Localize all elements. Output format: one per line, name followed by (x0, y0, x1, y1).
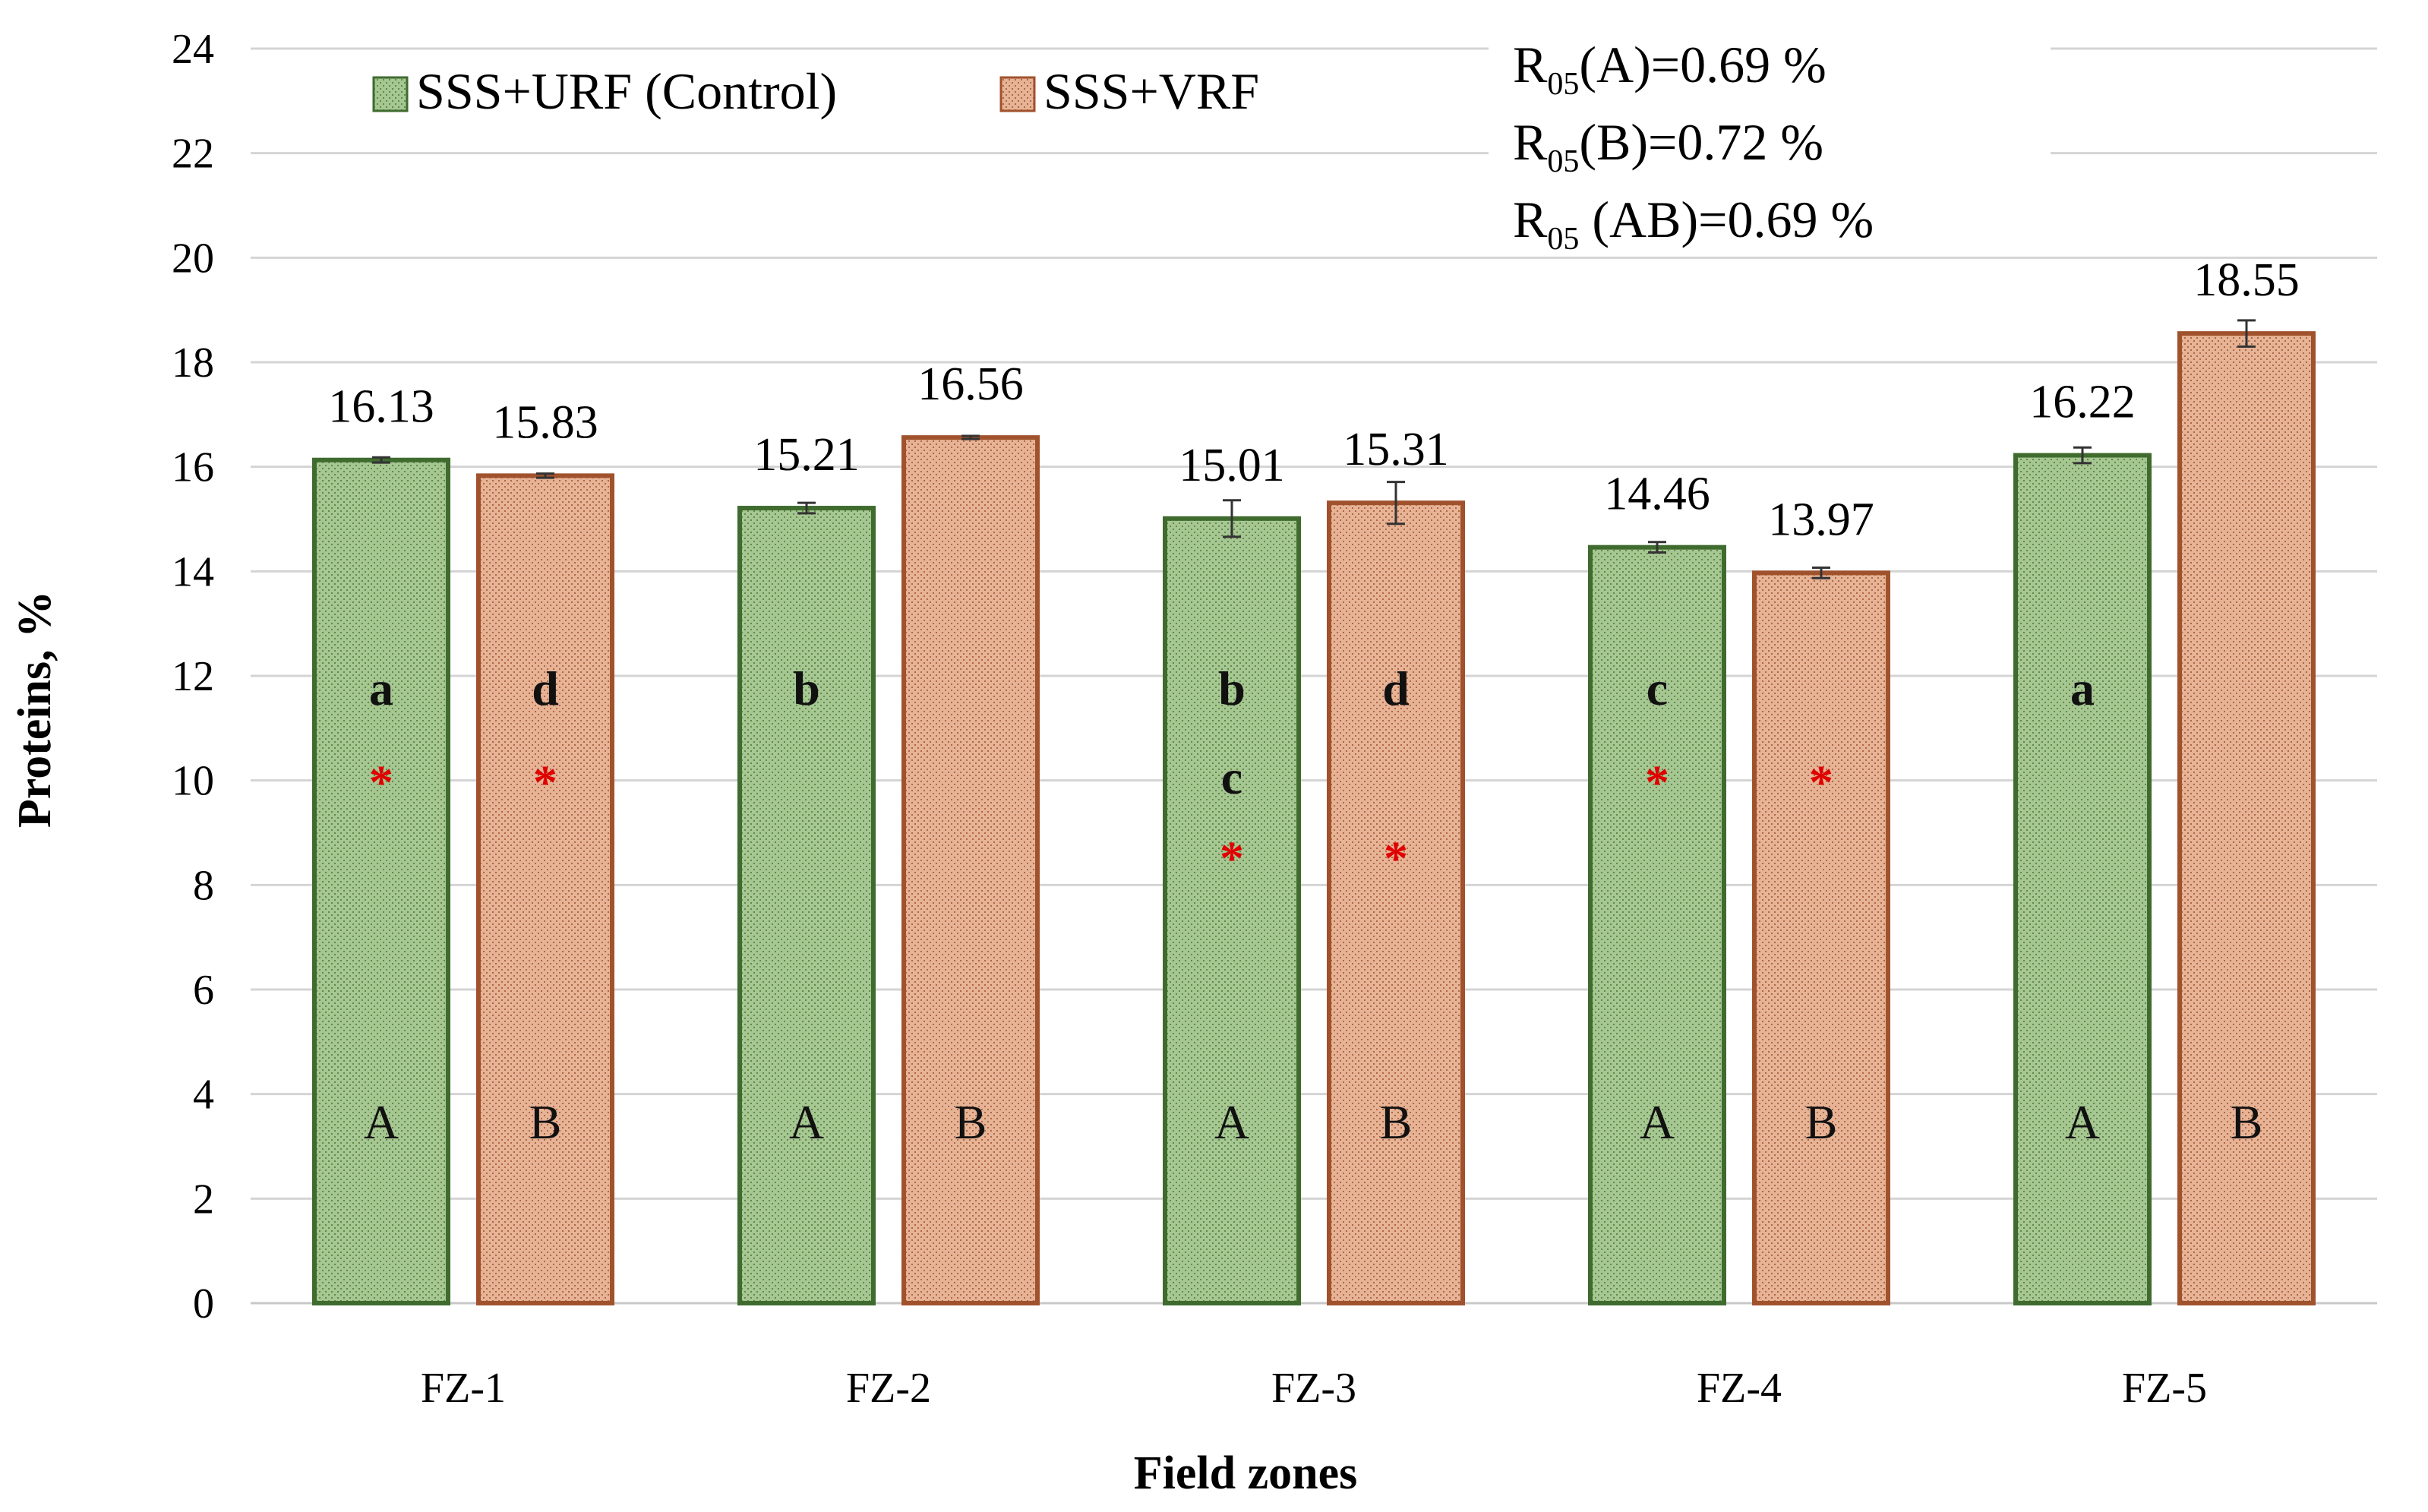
group-letter: c (1647, 661, 1668, 715)
data-label: 16.13 (328, 381, 434, 433)
bar (1327, 500, 1465, 1306)
group-letter: b (793, 661, 820, 715)
treatment-letter: A (789, 1095, 824, 1149)
bar (1588, 545, 1726, 1305)
treatment-letter: B (1380, 1095, 1413, 1149)
y-tick-label: 22 (172, 131, 214, 178)
group-letter: a (369, 661, 393, 715)
legend-item-vrf: SSS+VRF (999, 62, 1259, 120)
x-tick-label: FZ-4 (1697, 1365, 1782, 1412)
significance-star: * (1384, 831, 1408, 885)
bars: 16.13Aa*15.83Bd*15.21Ab16.56B15.01Abc*15… (312, 254, 2316, 1306)
y-tick-label: 6 (193, 967, 214, 1014)
y-tick-label: 10 (172, 758, 214, 805)
legend-swatch-vrf (999, 76, 1036, 112)
y-tick-label: 16 (172, 444, 214, 491)
x-tick-label: FZ-2 (846, 1365, 931, 1412)
group-letter: d (532, 661, 559, 715)
x-axis-title: Field zones (1134, 1447, 1357, 1499)
data-label: 15.21 (753, 429, 860, 481)
y-tick-label: 14 (172, 548, 214, 595)
data-label: 14.46 (1604, 469, 1710, 520)
significance-star: * (533, 756, 557, 810)
data-label: 15.31 (1343, 424, 1449, 475)
bar (737, 506, 876, 1305)
bar (1752, 570, 1890, 1305)
treatment-letter: A (1640, 1095, 1675, 1149)
data-label: 18.55 (2193, 254, 2300, 306)
y-tick-label: 20 (172, 235, 214, 282)
treatment-letter: A (1214, 1095, 1249, 1149)
y-tick-label: 18 (172, 339, 214, 387)
y-tick-label: 12 (172, 653, 214, 700)
legend: SSS+URF (Control) SSS+VRF (372, 62, 1259, 120)
significance-star: * (369, 756, 393, 810)
y-tick-label: 4 (193, 1072, 214, 1119)
treatment-letter: B (529, 1095, 562, 1149)
bar (2177, 331, 2316, 1305)
group-letter: c (1221, 750, 1242, 804)
group-letter: b (1218, 661, 1246, 715)
data-label: 16.22 (2029, 377, 2136, 428)
lsd-annotations: R05(A)=0.69 % R05(B)=0.72 % R05 (AB)=0.69 … (1489, 30, 2051, 257)
group-letter: d (1382, 661, 1410, 715)
significance-star: * (1220, 831, 1244, 885)
data-label: 15.83 (492, 396, 598, 448)
bar (1163, 516, 1301, 1305)
treatment-letter: B (2231, 1095, 2263, 1149)
bar (2013, 453, 2152, 1305)
group-letter: a (2070, 661, 2095, 715)
bar (312, 457, 450, 1305)
y-tick-label: 0 (193, 1280, 214, 1327)
treatment-letter: A (2065, 1095, 2100, 1149)
lsd-annotation: R05 (AB)=0.69 % (1513, 191, 1874, 257)
x-tick-label: FZ-1 (421, 1365, 506, 1412)
bar (476, 473, 614, 1306)
legend-swatch-control (372, 76, 409, 112)
treatment-letter: B (1805, 1095, 1838, 1149)
data-label: 16.56 (917, 358, 1024, 410)
annotation-box (1489, 30, 2051, 251)
y-tick-label: 24 (172, 26, 214, 73)
legend-label-control: SSS+URF (Control) (416, 62, 837, 120)
treatment-letter: A (364, 1095, 399, 1149)
lsd-annotation: R05(A)=0.69 % (1513, 36, 1827, 102)
y-tick-label: 2 (193, 1176, 214, 1223)
legend-label-vrf: SSS+VRF (1044, 62, 1259, 120)
treatment-letter: B (955, 1095, 987, 1149)
data-label: 15.01 (1179, 440, 1285, 491)
lsd-annotation: R05(B)=0.72 % (1513, 113, 1823, 179)
x-tick-label: FZ-5 (2122, 1365, 2207, 1412)
significance-star: * (1809, 756, 1833, 810)
x-tick-label: FZ-3 (1271, 1365, 1356, 1412)
bar (901, 435, 1040, 1305)
y-tick-label: 8 (193, 862, 214, 909)
x-axis-ticks: FZ-1 FZ-2 FZ-3 FZ-4 FZ-5 (421, 1365, 2207, 1412)
significance-star: * (1645, 756, 1669, 810)
legend-item-control: SSS+URF (Control) (372, 62, 837, 120)
y-axis-title: Proteins, % (9, 591, 61, 828)
data-label: 13.97 (1768, 494, 1874, 545)
